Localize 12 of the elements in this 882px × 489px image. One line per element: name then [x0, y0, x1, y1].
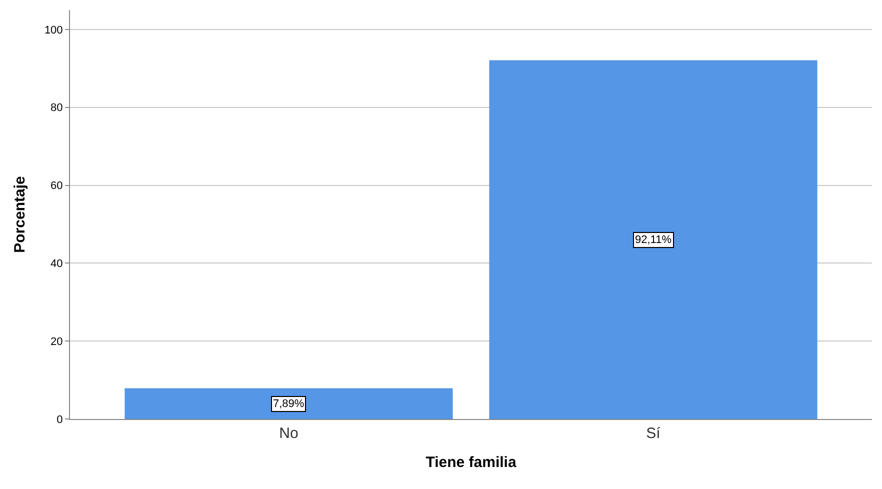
- y-tick-label: 80: [50, 102, 63, 114]
- x-axis-title: Tiene familia: [426, 454, 517, 471]
- y-tick-label: 100: [44, 24, 63, 36]
- x-tick-label: No: [279, 425, 298, 442]
- data-label: 7,89%: [273, 398, 304, 410]
- y-tick-label: 60: [50, 180, 63, 192]
- data-label: 92,11%: [635, 234, 672, 246]
- y-tick-label: 20: [50, 336, 63, 348]
- y-axis-title: Porcentaje: [12, 176, 29, 253]
- x-tick-label: Sí: [646, 425, 662, 442]
- y-tick-label: 40: [50, 258, 63, 270]
- y-tick-label: 0: [56, 414, 63, 426]
